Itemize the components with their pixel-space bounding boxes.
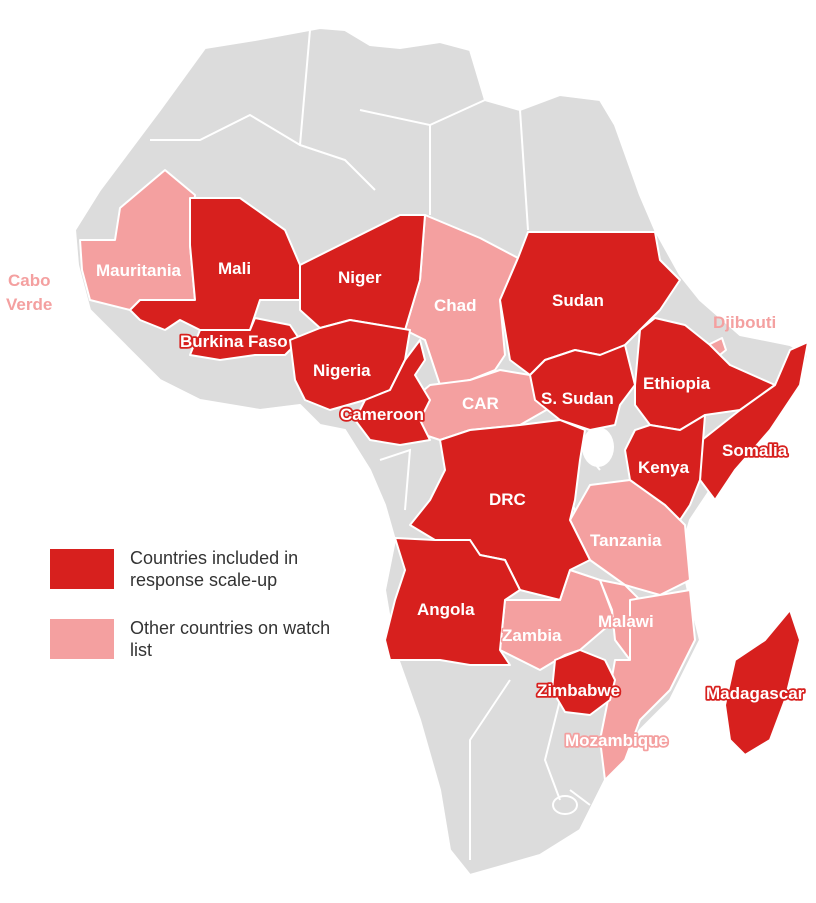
lesotho-border [552, 795, 578, 815]
country-drc[interactable] [409, 419, 591, 601]
label-mauritania: Mauritania [96, 261, 182, 280]
legend-label-included: Countries included in response scale-up [130, 548, 299, 590]
country-mali[interactable] [129, 197, 301, 331]
country-cameroon[interactable] [354, 339, 431, 446]
label-kenya: Kenya [638, 458, 690, 477]
label-tanzania: Tanzania [590, 531, 662, 550]
label-madagascar: Madagascar [706, 684, 805, 703]
label-niger: Niger [338, 268, 382, 287]
country-kenya[interactable] [624, 414, 706, 521]
legend-item-included: Countries included in response scale-up [50, 544, 340, 594]
label-cabo-verde-line2: Verde [6, 295, 52, 314]
label-djibouti: Djibouti [713, 313, 776, 332]
label-mozambique: Mozambique [565, 731, 668, 750]
label-angola: Angola [417, 600, 475, 619]
label-ethiopia: Ethiopia [643, 374, 711, 393]
label-sudan: Sudan [552, 291, 604, 310]
country-madagascar[interactable] [724, 609, 801, 756]
label-car: CAR [462, 394, 499, 413]
label-zambia: Zambia [502, 626, 562, 645]
legend-item-watch: Other countries on watch list [50, 614, 340, 664]
label-mali: Mali [218, 259, 251, 278]
watch-countries [79, 169, 727, 781]
label-burkina-faso: Burkina Faso [180, 332, 288, 351]
label-south-sudan: S. Sudan [541, 389, 614, 408]
lake-victoria [582, 427, 614, 467]
country-zimbabwe[interactable] [551, 649, 616, 716]
label-cameroon: Cameroon [340, 405, 424, 424]
legend-swatch-watch [50, 619, 114, 659]
label-chad: Chad [434, 296, 477, 315]
map-legend: Countries included in response scale-up … [50, 544, 340, 684]
legend-label-watch: Other countries on watch list [130, 618, 331, 660]
country-south-sudan[interactable] [529, 344, 636, 431]
legend-swatch-included [50, 549, 114, 589]
country-angola[interactable] [384, 537, 521, 666]
label-nigeria: Nigeria [313, 361, 371, 380]
country-mozambique[interactable] [599, 589, 696, 781]
label-cabo-verde-line1: Cabo [8, 271, 51, 290]
label-drc: DRC [489, 490, 526, 509]
label-somalia: Somalia [722, 441, 788, 460]
included-countries [129, 197, 809, 756]
label-malawi: Malawi [598, 612, 654, 631]
country-somalia[interactable] [699, 341, 809, 501]
country-labels: Mali Niger Burkina Faso Nigeria Cameroon… [6, 257, 806, 752]
label-zimbabwe: Zimbabwe [537, 681, 620, 700]
